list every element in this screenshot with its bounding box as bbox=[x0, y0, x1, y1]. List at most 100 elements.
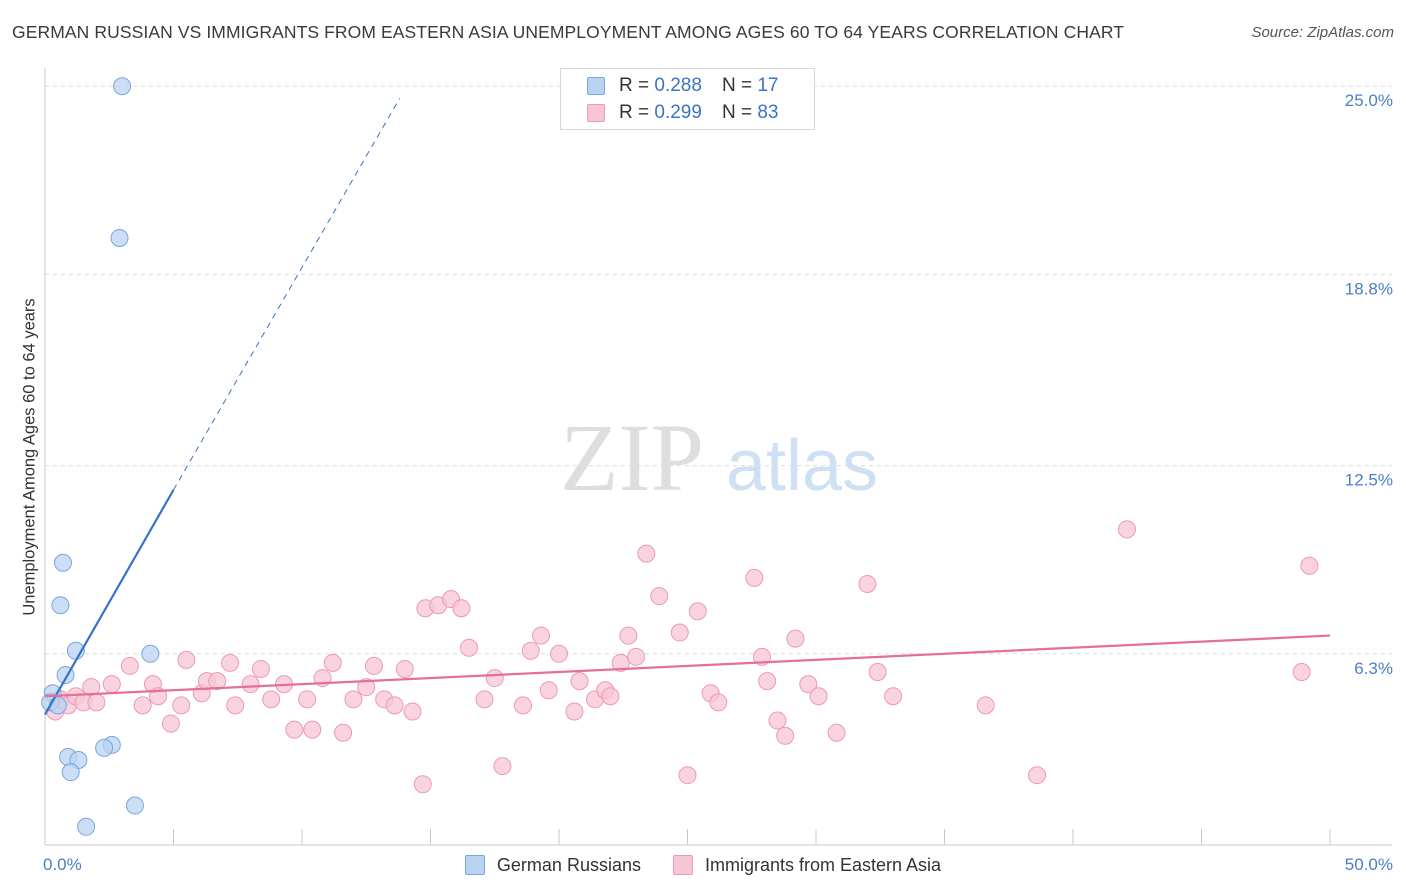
german-russian-trend-line bbox=[44, 489, 175, 716]
legend-r-label: R = bbox=[619, 75, 650, 96]
data-points bbox=[41, 77, 1319, 836]
eastern-asia-point bbox=[565, 702, 584, 721]
eastern-asia-point bbox=[102, 675, 121, 694]
eastern-asia-point bbox=[133, 696, 152, 715]
eastern-asia-point bbox=[1292, 662, 1311, 681]
eastern-asia-point bbox=[485, 669, 504, 688]
eastern-asia-point bbox=[285, 720, 304, 739]
eastern-asia-point bbox=[208, 672, 227, 691]
german-russian-point bbox=[113, 77, 132, 96]
watermark: ZIP atlas bbox=[560, 404, 878, 511]
correlation-legend: R = 0.288 N = 17 R = 0.299 N = 83 bbox=[560, 68, 815, 130]
eastern-asia-point bbox=[357, 678, 376, 697]
eastern-asia-point bbox=[226, 696, 245, 715]
eastern-asia-point bbox=[344, 690, 363, 709]
series-legend: German Russians Immigrants from Eastern … bbox=[0, 852, 1406, 878]
eastern-asia-point bbox=[403, 702, 422, 721]
eastern-asia-point bbox=[323, 653, 342, 672]
german-russian-point bbox=[95, 738, 114, 757]
legend-label: German Russians bbox=[496, 854, 641, 875]
eastern-asia-point bbox=[298, 690, 317, 709]
eastern-asia-point bbox=[827, 723, 846, 742]
eastern-asia-point bbox=[303, 720, 322, 739]
eastern-asia-point bbox=[172, 696, 191, 715]
eastern-asia-point bbox=[637, 544, 656, 563]
eastern-asia-point bbox=[619, 626, 638, 645]
legend-swatch-pink bbox=[672, 855, 693, 875]
eastern-asia-point bbox=[413, 775, 432, 794]
eastern-asia-point bbox=[884, 687, 903, 706]
eastern-asia-point bbox=[514, 696, 533, 715]
y-tick-label: 25.0% bbox=[1345, 91, 1393, 110]
legend-item-german-russians: German Russians bbox=[464, 854, 641, 876]
eastern-asia-point bbox=[670, 623, 689, 642]
eastern-asia-trend-line bbox=[44, 634, 1331, 698]
eastern-asia-point bbox=[87, 693, 106, 712]
eastern-asia-point bbox=[858, 574, 877, 593]
legend-row-eastern-asia: R = 0.299 N = 83 bbox=[587, 100, 778, 126]
eastern-asia-point bbox=[532, 626, 551, 645]
legend-swatch-blue bbox=[587, 77, 605, 95]
eastern-asia-point bbox=[627, 647, 646, 666]
eastern-asia-point bbox=[868, 662, 887, 681]
watermark-atlas: atlas bbox=[726, 426, 878, 506]
eastern-asia-point bbox=[678, 766, 697, 785]
german-russian-point bbox=[110, 228, 129, 247]
german-russian-point bbox=[61, 763, 80, 782]
eastern-asia-point bbox=[1028, 766, 1047, 785]
x-tick-label: 0.0% bbox=[43, 855, 82, 874]
eastern-asia-point bbox=[745, 568, 764, 587]
grid-lines bbox=[45, 85, 1392, 655]
legend-n-label: N = bbox=[721, 102, 753, 123]
eastern-asia-point bbox=[753, 647, 772, 666]
legend-r-value: 0.288 bbox=[654, 75, 702, 96]
legend-swatch-blue bbox=[464, 855, 485, 875]
eastern-asia-point bbox=[570, 672, 589, 691]
eastern-asia-point bbox=[550, 644, 568, 663]
legend-label: Immigrants from Eastern Asia bbox=[704, 854, 942, 875]
german-russian-point bbox=[48, 696, 67, 715]
eastern-asia-point bbox=[334, 723, 353, 742]
eastern-asia-point bbox=[475, 690, 494, 709]
eastern-asia-point bbox=[976, 696, 995, 715]
eastern-asia-point bbox=[799, 675, 818, 694]
legend-n-label: N = bbox=[721, 75, 753, 96]
german-russian-trend-extension bbox=[173, 98, 401, 491]
eastern-asia-point bbox=[493, 757, 512, 776]
x-tick-label: 50.0% bbox=[1345, 855, 1393, 874]
german-russian-point bbox=[51, 596, 70, 615]
german-russian-point bbox=[53, 553, 72, 572]
legend-r-label: R = bbox=[619, 102, 650, 123]
legend-item-eastern-asia: Immigrants from Eastern Asia bbox=[672, 854, 942, 876]
eastern-asia-point bbox=[1117, 520, 1136, 539]
german-russian-point bbox=[141, 644, 160, 663]
legend-swatch-pink bbox=[587, 104, 605, 122]
eastern-asia-point bbox=[768, 711, 787, 730]
legend-row-german-russians: R = 0.288 N = 17 bbox=[587, 73, 778, 99]
legend-n-value: 17 bbox=[757, 75, 779, 96]
eastern-asia-point bbox=[364, 656, 383, 675]
legend-n-value: 83 bbox=[757, 102, 779, 123]
y-tick-label: 12.5% bbox=[1345, 471, 1393, 490]
german-russian-point bbox=[77, 817, 96, 836]
eastern-asia-point bbox=[161, 714, 180, 733]
axes bbox=[44, 68, 1392, 846]
trend-lines bbox=[44, 98, 1331, 716]
eastern-asia-point bbox=[1300, 556, 1319, 575]
eastern-asia-point bbox=[395, 659, 414, 678]
chart-source: Source: ZipAtlas.com bbox=[1251, 24, 1394, 41]
y-tick-label: 18.8% bbox=[1345, 279, 1393, 298]
tick-labels: 25.0% 18.8% 12.5% 6.3% 0.0% 50.0% bbox=[43, 91, 1393, 874]
eastern-asia-point bbox=[120, 656, 139, 675]
eastern-asia-point bbox=[241, 675, 260, 694]
eastern-asia-point bbox=[709, 693, 728, 712]
eastern-asia-point bbox=[539, 681, 558, 700]
eastern-asia-point bbox=[460, 638, 479, 657]
eastern-asia-point bbox=[452, 599, 471, 618]
eastern-asia-point bbox=[611, 653, 630, 672]
legend-r-value: 0.299 bbox=[654, 102, 702, 123]
eastern-asia-point bbox=[251, 659, 270, 678]
eastern-asia-point bbox=[385, 696, 404, 715]
eastern-asia-point bbox=[601, 687, 620, 706]
